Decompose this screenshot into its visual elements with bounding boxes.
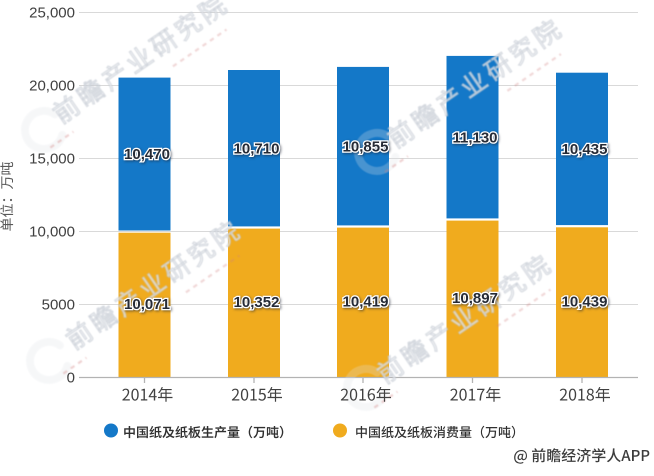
svg-text:10,855: 10,855 xyxy=(343,138,389,155)
svg-text:10,071: 10,071 xyxy=(124,296,170,313)
svg-text:10,470: 10,470 xyxy=(124,146,170,163)
svg-text:11,130: 11,130 xyxy=(452,129,497,146)
svg-text:10,419: 10,419 xyxy=(343,294,389,311)
svg-text:5000: 5000 xyxy=(42,297,75,314)
svg-text:10,897: 10,897 xyxy=(452,290,498,307)
svg-text:20,000: 20,000 xyxy=(29,78,75,95)
svg-text:10,710: 10,710 xyxy=(234,140,280,157)
svg-text:10,439: 10,439 xyxy=(562,294,608,311)
svg-text:10,352: 10,352 xyxy=(234,294,280,311)
svg-text:25,000: 25,000 xyxy=(29,5,75,22)
svg-text:15,000: 15,000 xyxy=(29,151,75,168)
svg-text:10,435: 10,435 xyxy=(562,141,608,158)
svg-text:0: 0 xyxy=(67,370,75,387)
svg-text:10,000: 10,000 xyxy=(29,224,75,241)
